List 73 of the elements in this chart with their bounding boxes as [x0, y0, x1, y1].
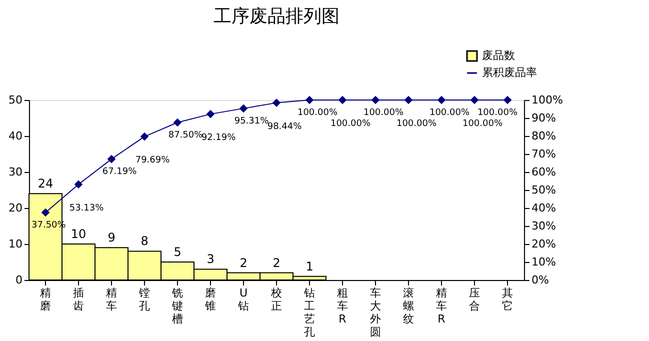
point — [504, 96, 512, 104]
y2-tick-label: 20% — [532, 238, 556, 250]
x-tick-label: 精车R — [436, 286, 447, 326]
y-tick-label: 10 — [8, 238, 22, 250]
chart-title: 工序废品排列图 — [214, 6, 340, 27]
data-label: 100.00% — [462, 119, 503, 129]
x-tick-label: 磨锥 — [204, 286, 216, 312]
point — [174, 118, 182, 126]
y-tick-label: 20 — [8, 202, 22, 214]
x-tick-label: 压合 — [469, 286, 480, 312]
y-tick-label: 30 — [8, 166, 22, 178]
data-label: 79.69% — [135, 156, 170, 166]
data-label: 2 — [272, 256, 280, 270]
x-tick-label: 精车 — [106, 286, 117, 312]
point — [272, 99, 280, 107]
data-label: 2 — [240, 256, 248, 270]
y2-tick-label: 30% — [532, 220, 556, 232]
x-tick-label: 校正 — [270, 286, 282, 312]
y2-tick-label: 0% — [532, 274, 549, 286]
y-tick-label: 40 — [8, 130, 22, 142]
y2-tick-label: 100% — [532, 94, 563, 106]
data-label: 3 — [206, 252, 214, 266]
data-label: 5 — [174, 245, 182, 259]
point — [438, 96, 446, 104]
data-label: 100.00% — [477, 108, 518, 118]
y-tick-label: 0 — [16, 274, 22, 286]
data-label: 9 — [108, 230, 116, 245]
data-label: 10 — [70, 227, 86, 241]
y2-tick-label: 60% — [532, 166, 556, 178]
point — [306, 96, 314, 104]
point — [338, 96, 346, 104]
y-tick-label: 50 — [8, 94, 22, 106]
y2-tick-label: 40% — [532, 202, 556, 214]
point — [470, 96, 478, 104]
data-label: 95.31% — [234, 116, 270, 126]
y2-tick-label: 70% — [532, 148, 556, 160]
data-label: 1 — [306, 259, 314, 274]
x-tick-label: 滚螺纹 — [403, 286, 414, 326]
x-tick-label: 镗孔 — [138, 286, 150, 312]
x-tick-label: 车大外圆 — [370, 286, 381, 338]
x-tick-label: U钻 — [237, 286, 249, 312]
y2-tick-label: 80% — [532, 130, 556, 142]
data-label: 87.50% — [168, 130, 204, 140]
data-label: 8 — [140, 234, 148, 248]
point — [240, 104, 248, 112]
data-label: 98.44% — [267, 122, 302, 132]
point — [372, 96, 380, 104]
point — [108, 155, 116, 163]
y2-tick-label: 50% — [532, 184, 556, 196]
point — [404, 96, 412, 104]
data-label: 24 — [38, 176, 54, 191]
point — [140, 132, 148, 140]
x-tick-label: 钻工艺孔 — [303, 286, 315, 338]
data-label: 100.00% — [429, 108, 470, 118]
point — [42, 208, 50, 216]
y2-tick-label: 90% — [532, 112, 556, 124]
legend-label: 累积废品率 — [482, 66, 537, 79]
point — [206, 110, 214, 118]
data-label: 100.00% — [297, 108, 338, 118]
data-label: 100.00% — [363, 108, 404, 118]
data-label: 100.00% — [330, 119, 371, 129]
x-tick-label: 其它 — [502, 286, 513, 312]
data-label: 92.19% — [201, 133, 236, 144]
data-label: 53.13% — [69, 203, 104, 214]
x-tick-label: 铣键槽 — [171, 286, 183, 326]
y2-tick-label: 10% — [532, 256, 556, 268]
x-tick-label: 插齿 — [73, 286, 84, 312]
data-label: 100.00% — [396, 119, 437, 129]
x-tick-label: 精磨 — [40, 286, 51, 312]
data-label: 67.19% — [102, 167, 138, 178]
point — [74, 180, 82, 188]
legend-label: 废品数 — [482, 49, 515, 62]
x-tick-label: 粗车R — [337, 286, 348, 326]
